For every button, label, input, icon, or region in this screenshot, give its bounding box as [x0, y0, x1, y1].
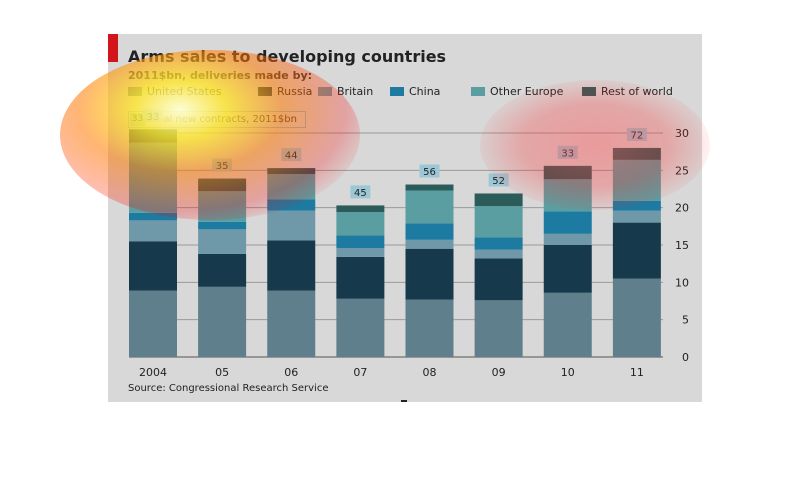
- legend-swatch: [582, 87, 596, 96]
- bar-segment: [129, 129, 177, 143]
- x-tick-label: 10: [561, 366, 575, 379]
- bar-segment: [129, 142, 177, 213]
- bar-segment: [543, 211, 592, 234]
- legend-label: China: [409, 85, 441, 98]
- x-tick-label: 07: [353, 366, 367, 379]
- legend-label: Other Europe: [490, 85, 564, 98]
- y-tick-label: 0: [682, 351, 689, 364]
- bar-segment: [612, 278, 661, 357]
- contracts-label-box: [488, 173, 509, 187]
- bar-segment: [267, 210, 316, 241]
- contracts-label: 35: [216, 161, 229, 172]
- x-tick-label: 09: [492, 366, 506, 379]
- bar-segment: [474, 193, 523, 207]
- bar-segment: [543, 233, 592, 245]
- bar-segment: [336, 205, 385, 213]
- bar-segment: [129, 212, 177, 221]
- bar-segment: [129, 290, 177, 357]
- contracts-label: 72: [631, 130, 644, 141]
- y-tick-label: 20: [675, 202, 689, 215]
- bar-segment: [198, 178, 247, 192]
- bar-segment: [267, 240, 316, 291]
- y-tick-label: 25: [675, 164, 689, 177]
- bar-segment: [612, 159, 661, 201]
- contracts-label: 33: [561, 148, 574, 159]
- text-cursor: [401, 400, 407, 402]
- bar-segment: [405, 299, 454, 357]
- x-tick-label: 05: [215, 366, 229, 379]
- brand-tab: [108, 34, 118, 62]
- bar-segment: [612, 222, 661, 279]
- bar-segment: [405, 190, 454, 224]
- contracts-label: 56: [423, 167, 436, 178]
- legend-label: Rest of world: [601, 85, 673, 98]
- bar-segment: [336, 298, 385, 357]
- source-note: Source: Congressional Research Service: [128, 383, 329, 394]
- bar-segment: [543, 179, 592, 212]
- bar-segment: [543, 292, 592, 357]
- y-tick-label: 10: [675, 276, 689, 289]
- bar-segment: [612, 147, 661, 160]
- bar-segment: [267, 174, 316, 200]
- bar-segment: [198, 221, 247, 230]
- bar-segment: [336, 247, 385, 257]
- x-tick-label: 08: [423, 366, 437, 379]
- contracts-label-box: [626, 127, 647, 141]
- bar-segment: [198, 229, 247, 254]
- contracts-label: 33: [147, 112, 160, 123]
- legend-item: Other Europe: [471, 85, 563, 99]
- contracts-label: 44: [285, 151, 298, 162]
- legend-swatch: [390, 87, 404, 96]
- x-tick-label: 11: [630, 366, 644, 379]
- bar-segment: [474, 300, 523, 357]
- bar-segment: [474, 258, 523, 301]
- bar-segment: [267, 168, 316, 175]
- bar-segment: [336, 212, 385, 236]
- y-tick-label: 15: [675, 239, 689, 252]
- bar-segment: [129, 241, 177, 291]
- legend-swatch: [471, 87, 485, 96]
- bar-segment: [198, 191, 247, 222]
- bar-segment: [612, 210, 661, 223]
- contracts-label-box: [557, 145, 578, 159]
- bar-segment: [474, 249, 523, 259]
- bar-segment: [129, 220, 177, 242]
- bar-segment: [405, 223, 454, 240]
- legend-item: Rest of world: [582, 85, 673, 99]
- bar-segment: [474, 237, 523, 250]
- bar-segment: [198, 286, 247, 357]
- bar-segment: [198, 253, 247, 287]
- bar-segment: [336, 256, 385, 299]
- x-tick-label: 06: [284, 366, 298, 379]
- bar-segment: [267, 199, 316, 211]
- bar-segment: [474, 206, 523, 238]
- y-tick-label: 5: [682, 314, 689, 327]
- legend-item: China: [390, 85, 440, 99]
- y-tick-label: 30: [675, 127, 689, 140]
- bar-segment: [543, 245, 592, 293]
- bar-segment: [612, 200, 661, 211]
- contracts-label-box: [419, 164, 440, 178]
- bar-segment: [543, 165, 592, 180]
- bar-segment: [267, 290, 316, 357]
- bar-segment: [336, 235, 385, 248]
- contracts-label: 52: [492, 176, 505, 187]
- x-tick-label: 2004: [139, 366, 167, 379]
- bar-segment: [405, 184, 454, 191]
- bar-segment: [405, 239, 454, 249]
- contracts-label: 45: [354, 188, 367, 199]
- bar-segment: [405, 248, 454, 300]
